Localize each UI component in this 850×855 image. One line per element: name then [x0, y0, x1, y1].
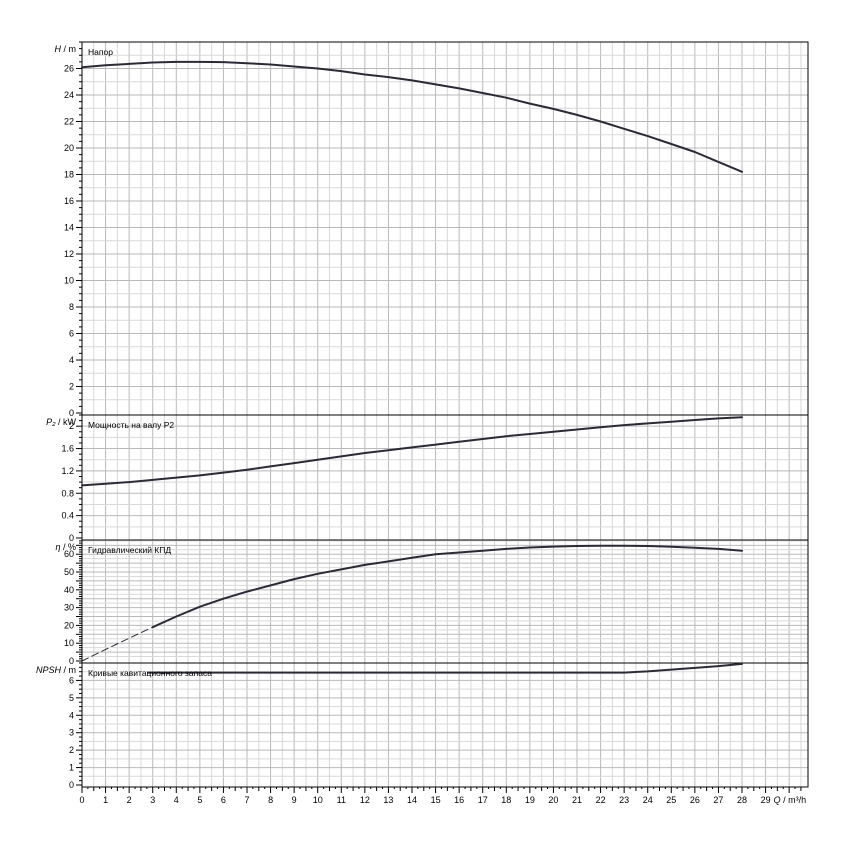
- y-tick-label: 20: [64, 620, 74, 630]
- y-tick-label: 40: [64, 585, 74, 595]
- x-axis-label: Q / m³/h: [774, 795, 807, 805]
- y-tick-label: 1: [69, 763, 74, 773]
- x-tick-label: 23: [619, 795, 629, 805]
- x-tick-label: 9: [292, 795, 297, 805]
- x-tick-label: 25: [666, 795, 676, 805]
- y-tick-label: 4: [69, 355, 74, 365]
- panel-frame: [81, 414, 809, 541]
- x-tick-label: 12: [360, 795, 370, 805]
- x-tick-label: 11: [337, 795, 346, 805]
- y-tick-label: 3: [69, 728, 74, 738]
- y-tick-label: 6: [69, 675, 74, 685]
- y-tick-label: 0: [69, 656, 74, 666]
- y-axis-unit: / m: [61, 665, 76, 675]
- y-tick-label: 4: [69, 710, 74, 720]
- y-tick-label: 0: [69, 533, 74, 543]
- y-axis-symbol: η: [55, 542, 60, 552]
- x-tick-label: 5: [197, 795, 202, 805]
- y-axis-unit: / m: [61, 44, 76, 54]
- y-tick-label: 2: [69, 745, 74, 755]
- y-tick-label: 5: [69, 693, 74, 703]
- y-tick-label: 50: [64, 567, 74, 577]
- x-tick-label: 16: [454, 795, 464, 805]
- y-axis-label: P₂ / kW: [46, 417, 76, 427]
- y-tick-label: 1.2: [61, 466, 74, 476]
- panel-frame: [81, 41, 809, 416]
- x-tick-label: 3: [150, 795, 155, 805]
- y-tick-label: 1.6: [61, 444, 74, 454]
- y-tick-label: 0: [69, 408, 74, 418]
- y-tick-label: 12: [64, 249, 74, 259]
- x-tick-label: 20: [548, 795, 558, 805]
- series-line: [147, 662, 743, 674]
- y-tick-label: 16: [64, 196, 74, 206]
- x-tick-label: 13: [383, 795, 393, 805]
- x-tick-label: 2: [127, 795, 132, 805]
- y-tick-label: 2: [69, 421, 74, 431]
- x-tick-label: 27: [713, 795, 723, 805]
- y-tick-label: 26: [64, 64, 74, 74]
- x-tick-label: 28: [737, 795, 747, 805]
- panel-frame: [81, 662, 809, 788]
- y-tick-label: 8: [69, 302, 74, 312]
- x-tick-label: 10: [313, 795, 323, 805]
- y-tick-label: 2: [69, 382, 74, 392]
- x-tick-label: 21: [572, 795, 582, 805]
- y-axis-unit: / kW: [56, 417, 77, 427]
- series-line: [151, 544, 743, 629]
- x-tick-label: 4: [174, 795, 179, 805]
- x-tick-label: 24: [643, 795, 653, 805]
- y-tick-label: 60: [64, 549, 74, 559]
- x-tick-label: 15: [431, 795, 441, 805]
- y-tick-label: 22: [64, 117, 74, 127]
- y-axis-unit: / %: [60, 542, 76, 552]
- y-axis-label: η / %: [55, 542, 76, 552]
- y-axis-symbol: P₂: [46, 417, 56, 427]
- y-axis-label: NPSH / m: [36, 665, 76, 675]
- y-tick-label: 30: [64, 603, 74, 613]
- y-tick-label: 0.4: [61, 511, 74, 521]
- series-line: [81, 416, 743, 487]
- x-tick-label: 14: [407, 795, 417, 805]
- y-tick-label: 0: [69, 780, 74, 790]
- y-tick-label: 18: [64, 170, 74, 180]
- y-axis-symbol: NPSH: [36, 665, 62, 675]
- x-tick-label: 0: [79, 795, 84, 805]
- panel-title: Мощность на валу P2: [88, 420, 174, 430]
- y-axis-label: H / m: [55, 44, 77, 54]
- panel-title: Кривые кавитационного запаса: [88, 668, 212, 678]
- y-axis-symbol: H: [55, 44, 62, 54]
- y-tick-label: 10: [64, 638, 74, 648]
- y-tick-label: 14: [64, 223, 74, 233]
- x-tick-label: 7: [244, 795, 249, 805]
- y-tick-label: 24: [64, 90, 74, 100]
- x-tick-label: 19: [525, 795, 535, 805]
- y-tick-label: 0.8: [61, 488, 74, 498]
- x-tick-label: 1: [103, 795, 108, 805]
- series-line: [81, 626, 154, 662]
- x-tick-label: 17: [478, 795, 488, 805]
- y-tick-label: 10: [64, 276, 74, 286]
- x-tick-label: 8: [268, 795, 273, 805]
- x-tick-label: 29: [761, 795, 771, 805]
- y-tick-label: 6: [69, 329, 74, 339]
- x-axis-symbol: Q: [774, 795, 781, 805]
- x-axis-unit: / m³/h: [781, 795, 807, 805]
- x-tick-label: 6: [221, 795, 226, 805]
- panel-title: Гидравлический КПД: [88, 545, 171, 555]
- y-tick-label: 20: [64, 143, 74, 153]
- panel-title: Напор: [88, 47, 113, 57]
- x-tick-label: 26: [690, 795, 700, 805]
- x-tick-label: 18: [501, 795, 511, 805]
- series-line: [81, 60, 743, 173]
- x-tick-label: 22: [596, 795, 606, 805]
